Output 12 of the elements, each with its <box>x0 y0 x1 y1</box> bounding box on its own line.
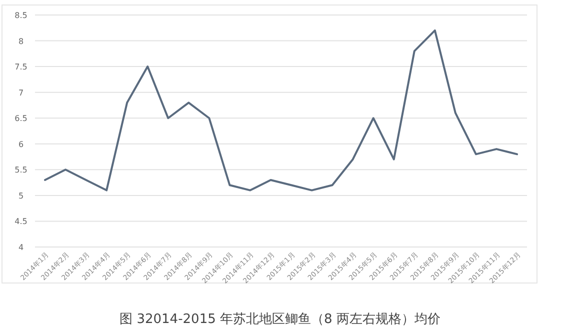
y-tick-label: 5.5 <box>14 166 28 175</box>
y-tick-label: 6.5 <box>14 114 28 124</box>
y-tick-label: 5 <box>18 191 24 200</box>
y-tick-label: 8 <box>18 36 24 46</box>
y-tick-label: 7 <box>18 88 24 98</box>
y-tick-label: 6 <box>18 140 24 149</box>
y-tick-label: 7.5 <box>14 62 28 72</box>
text: 图 32014-2015 年苏北地区鲫鱼（8 两左右规格）均价 <box>120 312 440 327</box>
line-series <box>44 29 518 192</box>
y-tick-label: 4 <box>18 243 24 252</box>
y-tick-label: 8.5 <box>14 11 28 20</box>
y-tick-label: 4.5 <box>14 217 28 226</box>
